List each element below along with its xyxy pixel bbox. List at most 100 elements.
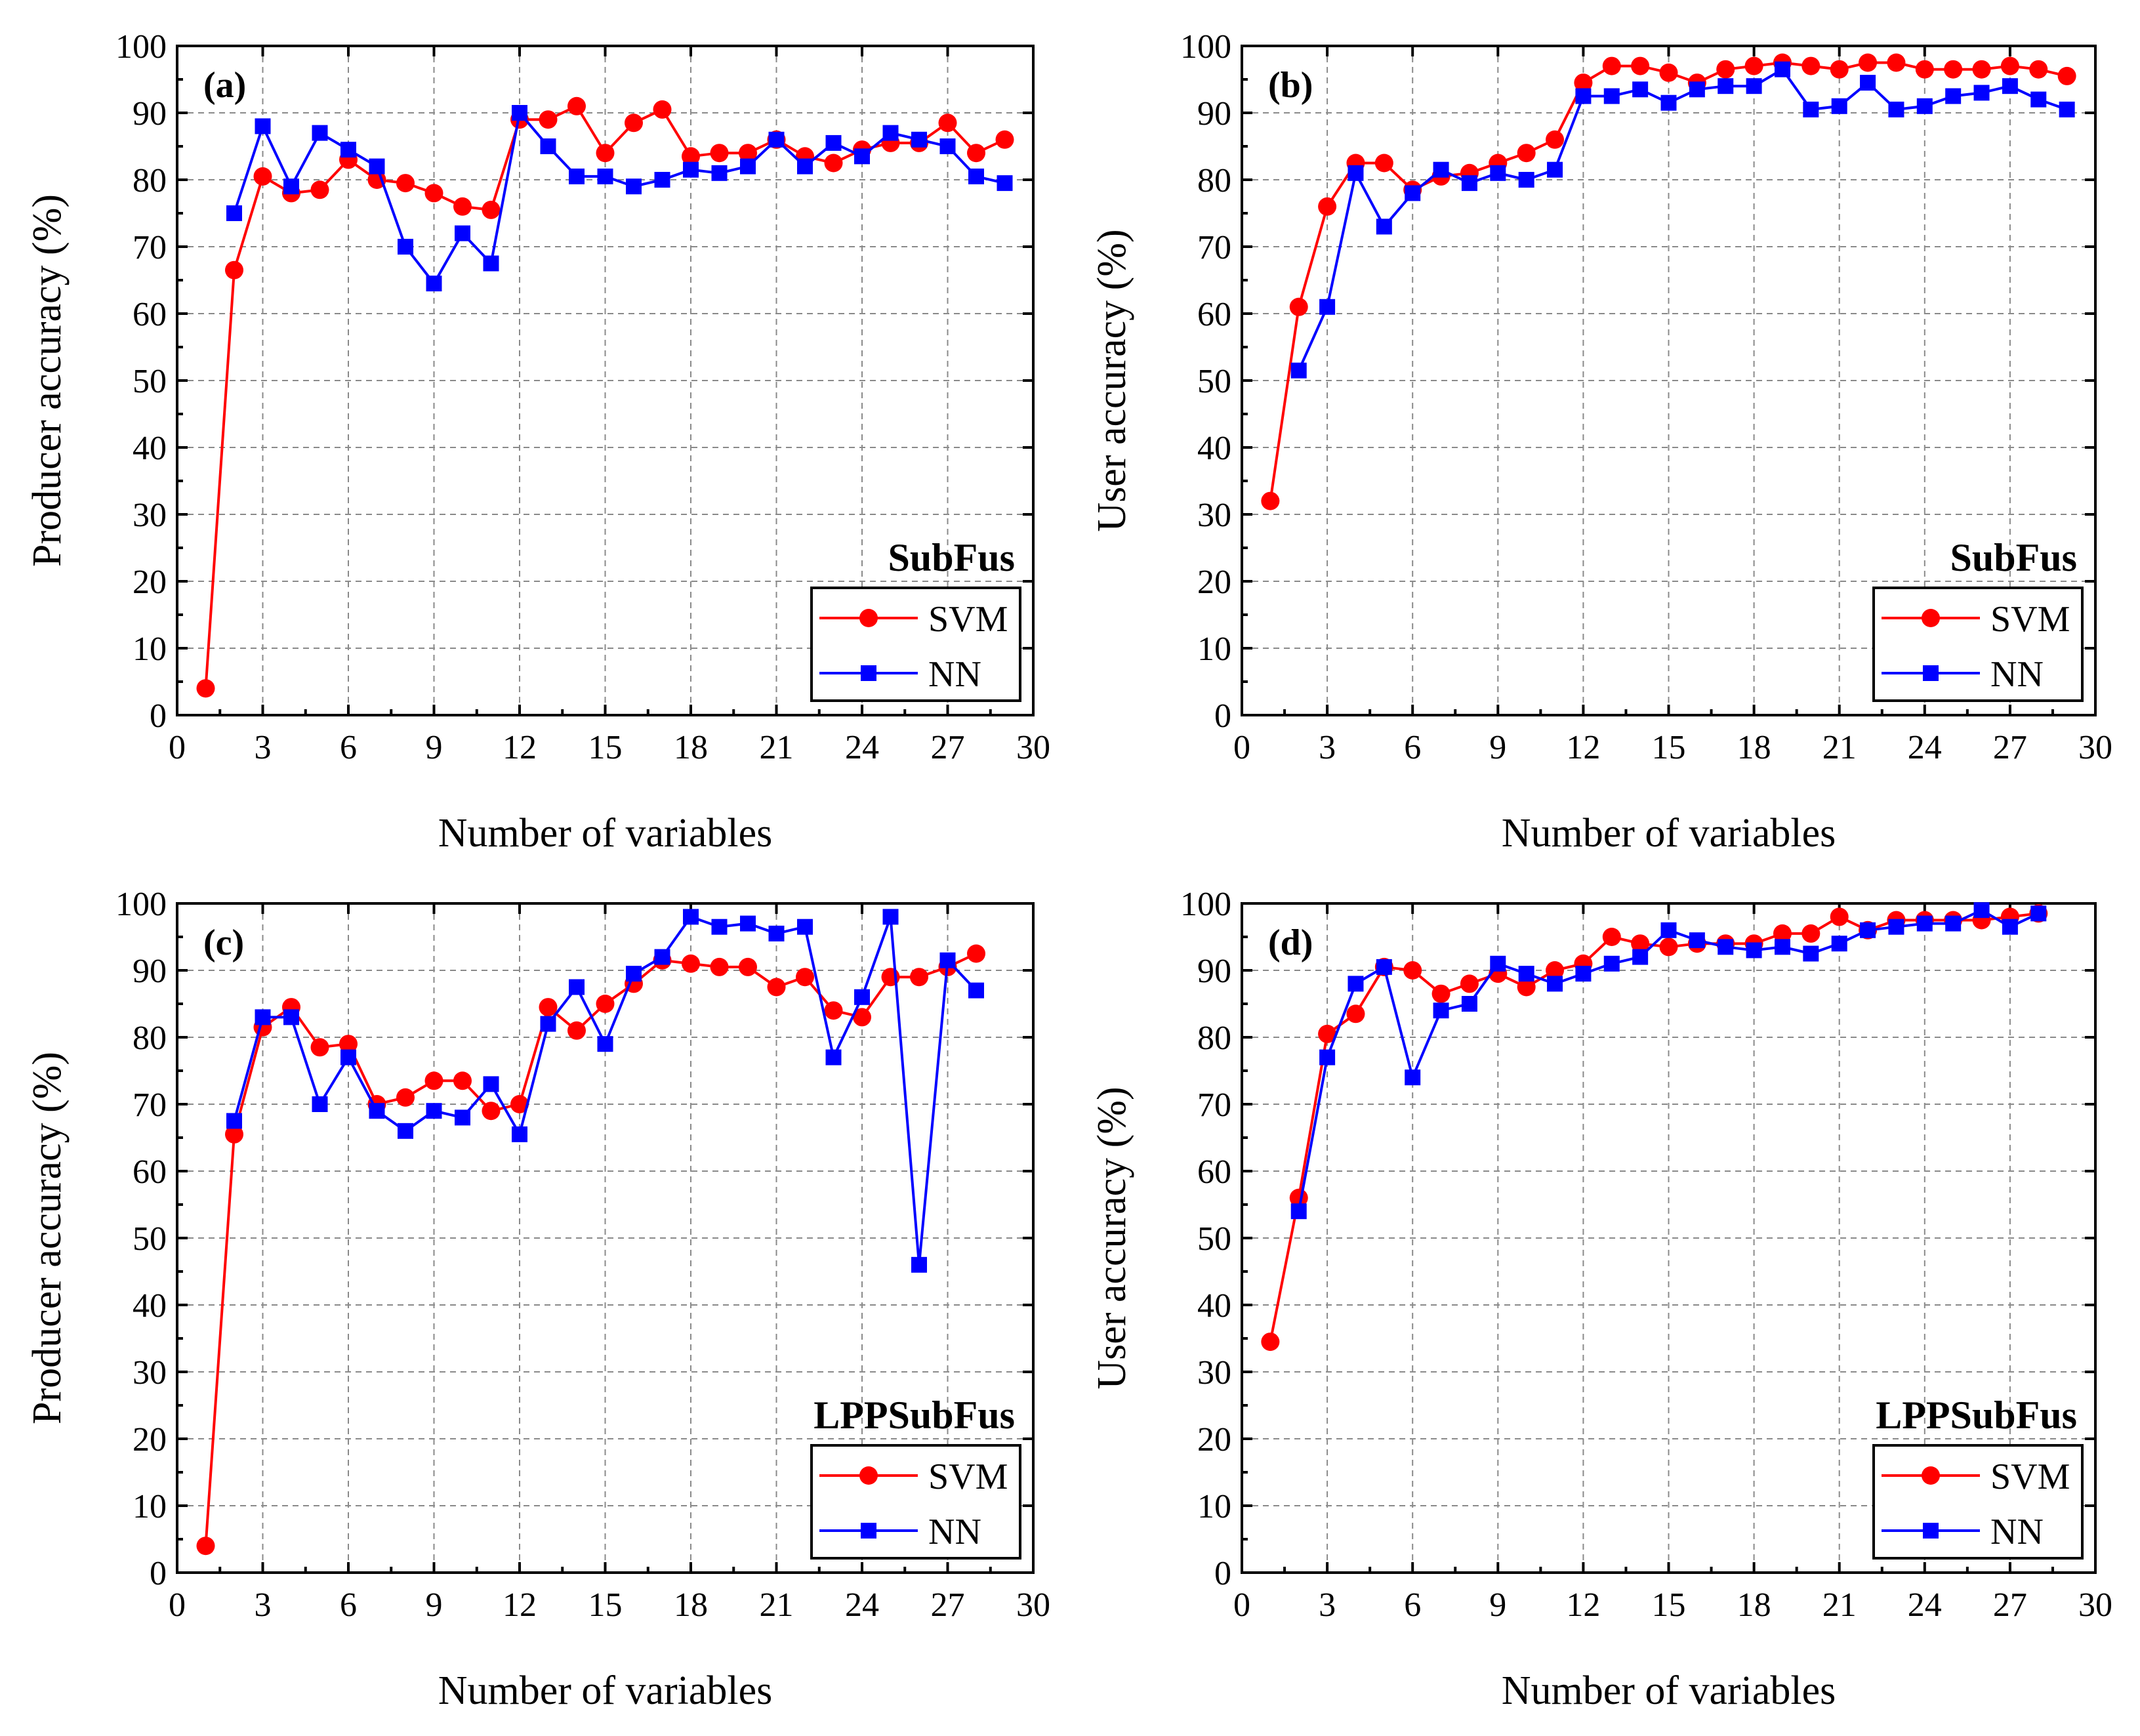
x-tick-label: 24 — [845, 729, 879, 766]
nn-data-point — [939, 952, 956, 968]
nn-data-point — [1405, 1069, 1421, 1086]
x-tick-label: 18 — [1737, 1586, 1771, 1624]
svm-data-point — [1318, 1024, 1337, 1043]
x-tick-label: 24 — [1908, 729, 1942, 766]
y-tick-label: 60 — [133, 296, 167, 333]
x-tick-label: 21 — [760, 1586, 794, 1624]
nn-data-point — [540, 138, 556, 154]
nn-data-point — [768, 925, 785, 941]
x-tick-label: 9 — [426, 1586, 443, 1624]
svm-data-point — [424, 1071, 443, 1090]
nn-data-point — [1433, 1002, 1449, 1019]
svm-data-point — [225, 1125, 243, 1144]
svm-data-point — [1431, 984, 1451, 1003]
nn-data-point — [1689, 81, 1705, 98]
x-tick-label: 30 — [2078, 1586, 2112, 1624]
y-tick-label: 20 — [1197, 1421, 1231, 1458]
y-tick-label: 10 — [1197, 1488, 1231, 1525]
nn-data-point — [1718, 78, 1734, 94]
y-tick-label: 70 — [1197, 229, 1231, 266]
svm-data-point — [196, 679, 215, 698]
legend-marker-nn — [1923, 665, 1939, 681]
x-tick-label: 3 — [255, 1586, 272, 1624]
x-tick-label: 6 — [1404, 729, 1421, 766]
y-tick-label: 0 — [1214, 697, 1231, 735]
legend-label-svm: SVM — [1990, 599, 2070, 640]
svm-data-point — [739, 144, 757, 163]
svm-data-point — [396, 1088, 415, 1107]
nn-data-point — [1405, 185, 1421, 201]
y-tick-label: 30 — [133, 1354, 167, 1392]
y-tick-label: 70 — [133, 1086, 167, 1124]
nn-data-point — [711, 165, 728, 181]
x-tick-label: 30 — [2078, 729, 2112, 766]
y-tick-label: 10 — [133, 630, 167, 668]
nn-data-point — [1718, 939, 1734, 955]
x-axis-label: Number of variables — [438, 811, 773, 856]
nn-data-point — [312, 125, 328, 141]
nn-data-point — [226, 1113, 242, 1129]
nn-data-point — [1660, 922, 1677, 938]
nn-data-point — [340, 142, 356, 158]
y-tick-label: 90 — [133, 95, 167, 133]
nn-data-point — [797, 919, 813, 935]
x-tick-label: 21 — [1822, 729, 1857, 766]
nn-data-point — [1632, 81, 1649, 98]
nn-data-point — [597, 168, 613, 184]
y-tick-label: 80 — [133, 1020, 167, 1057]
svm-data-point — [739, 957, 757, 976]
x-tick-label: 9 — [1489, 1586, 1506, 1624]
svm-data-point — [596, 144, 615, 163]
nn-data-point — [283, 178, 299, 195]
y-tick-label: 100 — [115, 28, 167, 66]
nn-data-point — [997, 175, 1013, 192]
legend-marker-nn — [1923, 1523, 1939, 1539]
svm-data-point — [1261, 1333, 1280, 1352]
legend-marker-svm — [1922, 1466, 1940, 1485]
legend-box — [810, 587, 1021, 702]
nn-data-point — [1319, 299, 1336, 315]
svm-data-point — [367, 171, 386, 189]
nn-data-point — [1888, 101, 1904, 117]
legend-label-nn: NN — [928, 1512, 981, 1552]
svm-data-point — [1346, 1004, 1365, 1023]
y-axis-label: User accuracy (%) — [1090, 1086, 1134, 1389]
x-tick-label: 0 — [1233, 729, 1250, 766]
y-axis-label: User accuracy (%) — [1090, 229, 1134, 531]
y-tick-label: 80 — [1197, 1020, 1231, 1057]
nn-data-point — [825, 1049, 842, 1065]
nn-data-point — [740, 158, 756, 175]
x-tick-label: 27 — [931, 1586, 965, 1624]
legend-marker-nn — [861, 665, 876, 681]
svm-data-point — [1517, 978, 1536, 997]
legend-marker-svm — [1922, 609, 1940, 627]
y-tick-label: 80 — [133, 162, 167, 199]
nn-data-point — [1746, 78, 1762, 94]
svm-data-point — [967, 144, 985, 163]
x-tick-label: 18 — [1737, 729, 1771, 766]
nn-data-point — [255, 118, 271, 134]
svm-data-point — [539, 998, 558, 1017]
svm-data-point — [1915, 60, 1934, 79]
nn-data-point — [255, 1009, 271, 1025]
panel-label: (b) — [1268, 65, 1313, 106]
x-tick-label: 3 — [255, 729, 272, 766]
nn-data-point — [1290, 1203, 1307, 1220]
legend-label-svm: SVM — [1990, 1457, 2070, 1497]
x-axis-label: Number of variables — [438, 1668, 773, 1713]
svm-data-point — [682, 147, 700, 166]
y-tick-label: 20 — [133, 1421, 167, 1458]
x-tick-label: 6 — [340, 729, 357, 766]
y-tick-label: 60 — [133, 1153, 167, 1191]
nn-data-point — [398, 239, 413, 255]
y-tick-label: 50 — [133, 1220, 167, 1258]
legend-marker-svm — [859, 609, 878, 627]
svm-data-point — [824, 154, 843, 173]
y-tick-label: 70 — [1197, 1086, 1231, 1124]
nn-data-point — [1945, 88, 1962, 104]
y-tick-label: 30 — [1197, 497, 1231, 534]
nn-data-point — [740, 915, 756, 932]
svm-data-point — [1859, 53, 1878, 72]
nn-data-point — [1348, 976, 1364, 992]
